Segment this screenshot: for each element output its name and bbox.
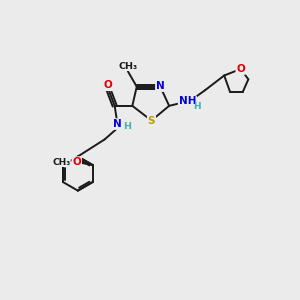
Text: O: O bbox=[104, 80, 112, 90]
Text: N: N bbox=[112, 119, 122, 129]
Text: S: S bbox=[148, 116, 155, 126]
Text: CH₃: CH₃ bbox=[52, 158, 70, 166]
Text: H: H bbox=[123, 122, 131, 131]
Text: N: N bbox=[156, 81, 165, 91]
Text: O: O bbox=[236, 64, 245, 74]
Text: CH₃: CH₃ bbox=[118, 61, 137, 70]
Text: O: O bbox=[72, 157, 81, 167]
Text: H: H bbox=[193, 102, 201, 111]
Text: NH: NH bbox=[178, 96, 196, 106]
